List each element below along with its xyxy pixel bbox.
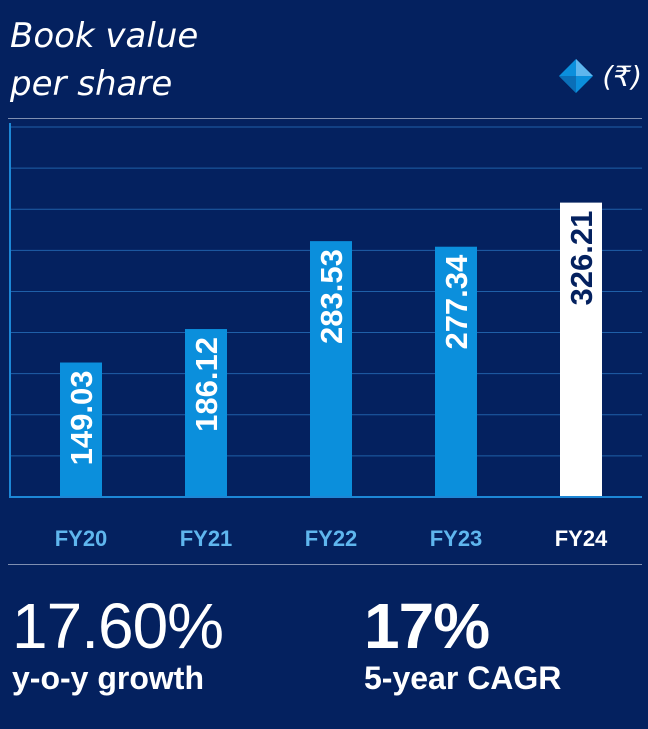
data-label-fy24: 326.21 [564,211,599,306]
data-label-fy21: 186.12 [189,337,224,432]
tick-label-fy22: FY22 [305,526,358,551]
data-label-fy23: 277.34 [439,254,474,350]
currency-unit: (₹) [558,58,642,94]
stat-yoy-growth-label: y-o-y growth [12,660,204,696]
tick-label-fy21: FY21 [180,526,233,551]
stat-cagr-label: 5-year CAGR [364,660,562,696]
currency-symbol: (₹) [602,59,642,93]
bar-fy23 [435,246,477,497]
bar-fy21 [185,329,227,497]
data-label-fy22: 283.53 [314,249,349,344]
data-label-fy20: 149.03 [64,371,99,466]
chart-title: Book value per share [10,12,198,108]
stat-cagr-value: 17% [364,590,490,662]
stat-cagr: 17% 5-year CAGR [364,590,561,698]
tick-label-fy24: FY24 [555,526,608,551]
tick-label-fy23: FY23 [430,526,483,551]
bar-fy24 [560,202,602,497]
bar-fy20 [60,362,102,497]
stat-yoy-growth: 17.60% y-o-y growth [12,590,224,698]
diamond-logo-icon [559,59,594,93]
bar-fy22 [310,241,352,497]
top-divider [8,118,642,119]
chart-title-line-2: per share [10,64,173,104]
stat-yoy-growth-value: 17.60% [12,590,224,662]
bottom-divider [8,564,642,565]
tick-label-fy20: FY20 [55,526,108,551]
bar-chart: 149.03 FY20 186.12 FY21 283.53 FY22 277.34 FY23… [9,123,642,551]
chart-title-line-1: Book value [10,16,199,56]
